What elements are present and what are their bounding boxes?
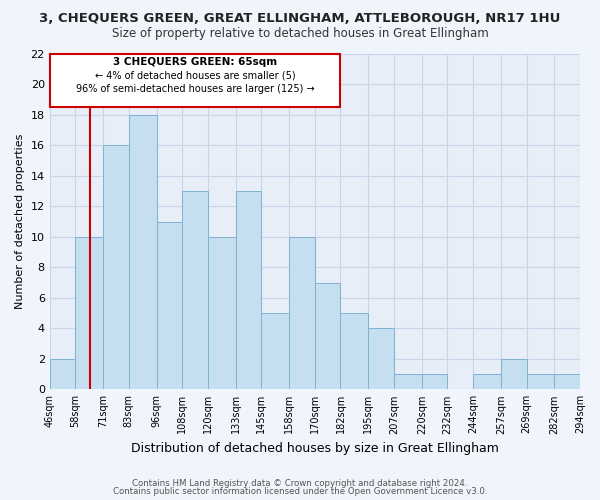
Bar bbox=[422, 374, 448, 390]
Text: 96% of semi-detached houses are larger (125) →: 96% of semi-detached houses are larger (… bbox=[76, 84, 314, 94]
FancyBboxPatch shape bbox=[50, 54, 340, 108]
Text: Size of property relative to detached houses in Great Ellingham: Size of property relative to detached ho… bbox=[112, 28, 488, 40]
Bar bbox=[50, 359, 76, 390]
Bar bbox=[182, 191, 208, 390]
Bar bbox=[394, 374, 422, 390]
Y-axis label: Number of detached properties: Number of detached properties bbox=[15, 134, 25, 310]
Text: Contains HM Land Registry data © Crown copyright and database right 2024.: Contains HM Land Registry data © Crown c… bbox=[132, 478, 468, 488]
Bar bbox=[103, 146, 129, 390]
Bar bbox=[473, 374, 501, 390]
Bar bbox=[236, 191, 262, 390]
Bar bbox=[368, 328, 394, 390]
X-axis label: Distribution of detached houses by size in Great Ellingham: Distribution of detached houses by size … bbox=[131, 442, 499, 455]
Bar bbox=[315, 282, 340, 390]
Bar bbox=[340, 313, 368, 390]
Bar bbox=[501, 359, 527, 390]
Text: 3, CHEQUERS GREEN, GREAT ELLINGHAM, ATTLEBOROUGH, NR17 1HU: 3, CHEQUERS GREEN, GREAT ELLINGHAM, ATTL… bbox=[40, 12, 560, 26]
Bar bbox=[76, 237, 103, 390]
Bar bbox=[554, 374, 580, 390]
Bar bbox=[157, 222, 182, 390]
Bar bbox=[208, 237, 236, 390]
Bar bbox=[129, 115, 157, 390]
Text: Contains public sector information licensed under the Open Government Licence v3: Contains public sector information licen… bbox=[113, 487, 487, 496]
Bar bbox=[262, 313, 289, 390]
Bar bbox=[527, 374, 554, 390]
Bar bbox=[289, 237, 315, 390]
Text: 3 CHEQUERS GREEN: 65sqm: 3 CHEQUERS GREEN: 65sqm bbox=[113, 57, 277, 67]
Text: ← 4% of detached houses are smaller (5): ← 4% of detached houses are smaller (5) bbox=[95, 71, 295, 81]
